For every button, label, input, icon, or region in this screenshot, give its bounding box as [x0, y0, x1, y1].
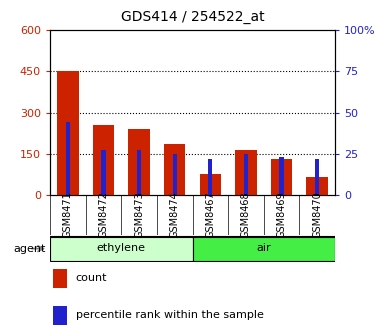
Bar: [306, 177, 328, 195]
Text: GSM8468: GSM8468: [241, 192, 251, 238]
Bar: [208, 159, 213, 195]
Text: GSM8467: GSM8467: [205, 192, 215, 239]
Text: GSM8471: GSM8471: [63, 192, 73, 239]
Bar: [199, 174, 221, 195]
Bar: [53, 306, 67, 325]
Text: ethylene: ethylene: [97, 243, 146, 253]
Bar: [235, 150, 257, 195]
Text: GSM8472: GSM8472: [99, 192, 109, 239]
Text: GSM8470: GSM8470: [312, 192, 322, 239]
Text: percentile rank within the sample: percentile rank within the sample: [76, 310, 264, 320]
Bar: [128, 129, 150, 195]
Text: air: air: [256, 243, 271, 253]
Bar: [172, 154, 177, 195]
Text: GSM8469: GSM8469: [276, 192, 286, 238]
Bar: [66, 122, 70, 195]
Bar: [53, 269, 67, 288]
Bar: [93, 125, 114, 195]
Bar: [164, 144, 186, 195]
Bar: [57, 72, 79, 195]
Bar: [50, 237, 192, 261]
Text: count: count: [76, 274, 107, 283]
Text: GSM8473: GSM8473: [134, 192, 144, 239]
Bar: [244, 154, 248, 195]
Text: agent: agent: [14, 244, 46, 254]
Bar: [271, 159, 292, 195]
Bar: [192, 237, 335, 261]
Bar: [101, 151, 105, 195]
Bar: [315, 159, 319, 195]
Text: GSM8474: GSM8474: [170, 192, 180, 239]
Text: GDS414 / 254522_at: GDS414 / 254522_at: [121, 10, 264, 24]
Bar: [280, 157, 284, 195]
Bar: [137, 151, 141, 195]
